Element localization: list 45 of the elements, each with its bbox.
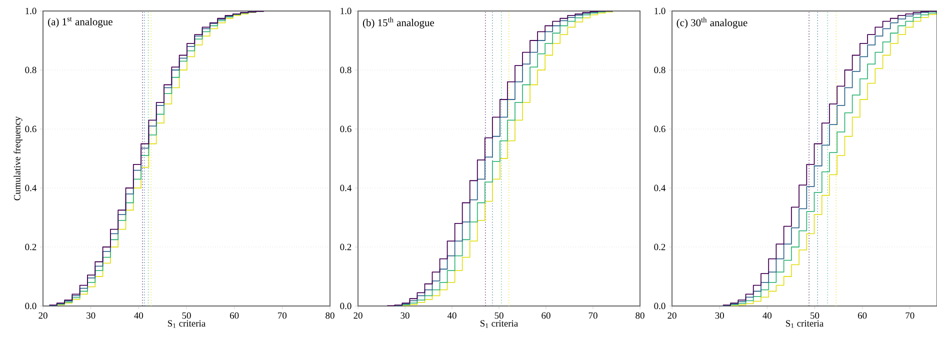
x-tick-label: 50 xyxy=(810,312,820,319)
x-axis-title: S$_{1}$ criteria xyxy=(168,320,206,328)
y-tick-label: 0.2 xyxy=(340,244,352,250)
x-tick-label: 30 xyxy=(400,312,410,319)
y-axis-title: Cumulative frequency xyxy=(14,116,22,200)
text: (b) 15$^{th}$ analogue xyxy=(362,17,434,28)
x-tick-label: 30 xyxy=(86,312,96,319)
x-axis-title: S$_{1}$ criteria xyxy=(786,320,824,328)
x-tick-label: 20 xyxy=(668,312,676,319)
x-tick-label: 40 xyxy=(134,312,144,319)
y-tick-label: 0.4 xyxy=(25,184,37,192)
y-tick-label: 0.8 xyxy=(654,66,666,74)
y-tick-label: 0.6 xyxy=(654,126,666,132)
text: (c) 30$^{th}$ analogue xyxy=(676,17,748,28)
x-tick-label: 70 xyxy=(906,312,914,319)
x-tick-label: 60 xyxy=(230,312,239,319)
y-tick-label: 0.2 xyxy=(25,244,36,250)
x-tick-label: 50 xyxy=(494,312,504,319)
y-tick-label: 0.8 xyxy=(25,66,36,74)
y-tick-label: 0.8 xyxy=(340,66,352,74)
x-tick-label: 60 xyxy=(858,312,867,319)
x-tick-label: 70 xyxy=(588,312,598,319)
x-tick-label: 40 xyxy=(447,312,456,319)
y-tick-label: 1.0 xyxy=(654,8,666,14)
y-tick-label: 0.6 xyxy=(340,126,352,132)
x-tick-label: 70 xyxy=(278,312,287,319)
y-tick-label: 0.4 xyxy=(340,184,352,192)
y-tick-label: 0.6 xyxy=(25,126,36,132)
x-tick-label: 80 xyxy=(636,312,644,319)
x-tick-label: 30 xyxy=(715,312,724,319)
y-tick-label: 0.0 xyxy=(25,302,36,310)
x-tick-label: 40 xyxy=(762,312,772,319)
x-tick-label: 60 xyxy=(542,312,550,319)
x-tick-label: 50 xyxy=(182,312,191,319)
x-axis-title: S$_{1}$ criteria xyxy=(480,320,518,328)
x-tick-label: 80 xyxy=(326,312,334,319)
x-tick-label: 20 xyxy=(354,312,362,319)
x-tick-label: 20 xyxy=(38,312,48,319)
y-tick-label: 0.2 xyxy=(654,244,666,250)
y-tick-label: 0.0 xyxy=(654,302,666,310)
y-tick-label: 1.0 xyxy=(26,8,36,14)
y-tick-label: 0.0 xyxy=(340,302,352,310)
y-tick-label: 0.4 xyxy=(654,184,666,192)
y-tick-label: 1.0 xyxy=(340,8,352,14)
text: (a) 1$^{st}$ analogue xyxy=(48,17,112,28)
